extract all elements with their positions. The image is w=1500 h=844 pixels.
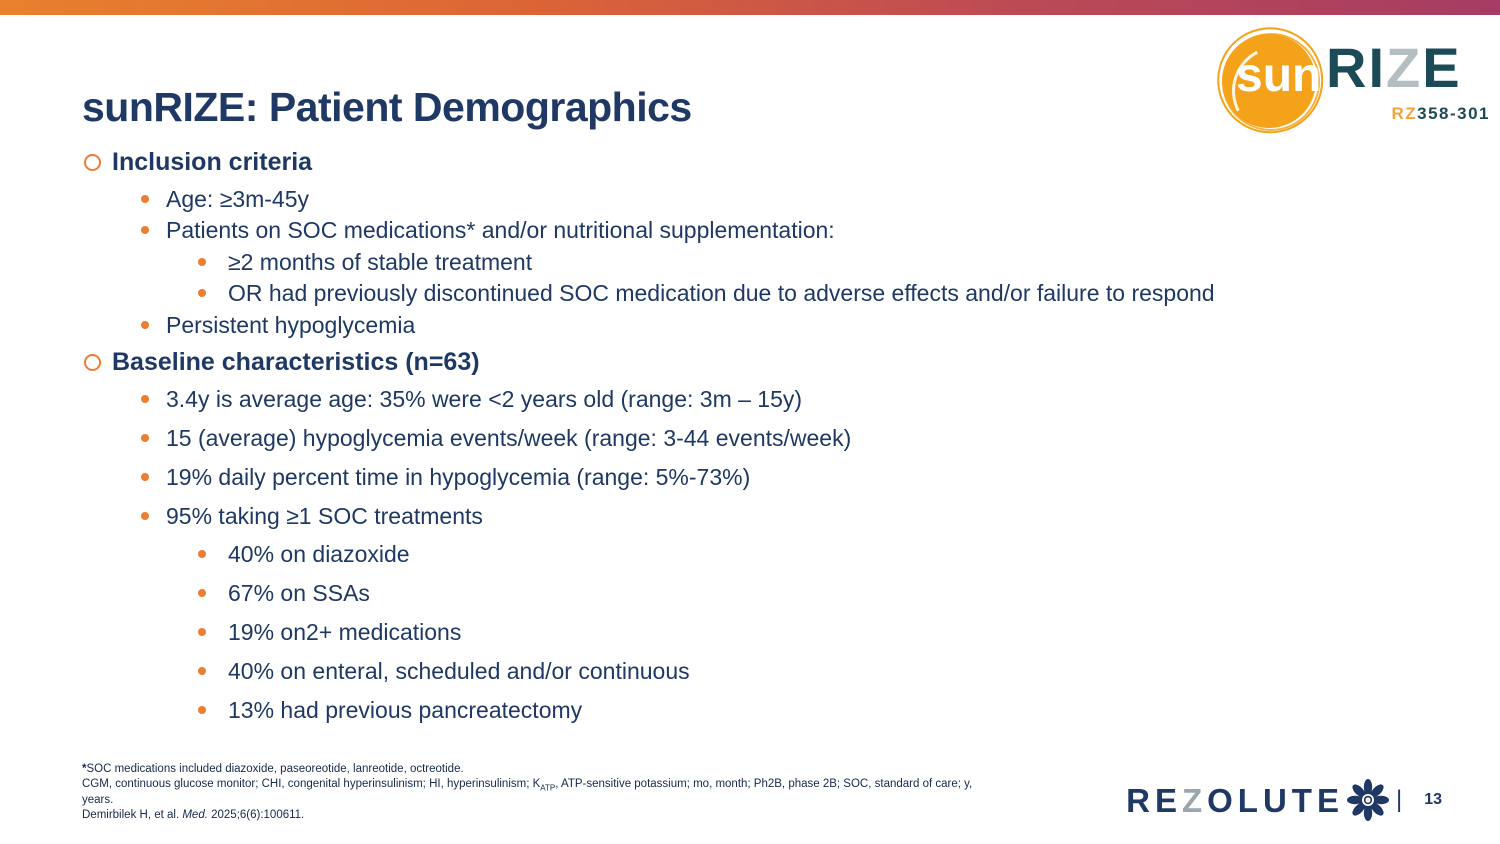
- footnote-katp-subscript: ATP: [540, 783, 556, 793]
- section-heading-row: Baseline characteristics (n=63): [0, 348, 1500, 377]
- list-item-text: 19% daily percent time in hypoglycemia (…: [166, 463, 751, 490]
- dot-bullet-icon: [141, 194, 149, 203]
- list-item: 67% on SSAs: [0, 580, 1500, 606]
- rize-letter-z: Z: [1386, 36, 1423, 99]
- list-item: 19% on2+ medications: [0, 619, 1500, 645]
- footer-separator: |: [1395, 786, 1403, 813]
- rezolute-letters-olute: OLUTE: [1207, 781, 1344, 819]
- list-item: Age: ≥3m-45y: [0, 186, 1500, 212]
- list-item: ≥2 months of stable treatment: [0, 249, 1500, 275]
- list-item: Persistent hypoglycemia: [0, 312, 1500, 338]
- list-item-text: 67% on SSAs: [228, 580, 370, 607]
- list-item: 19% daily percent time in hypoglycemia (…: [0, 464, 1500, 490]
- dot-bullet-icon: [141, 511, 149, 520]
- list-item: 40% on diazoxide: [0, 541, 1500, 567]
- footnote-citation: Demirbilek H, et al. Med. 2025;6(6):1006…: [82, 808, 982, 823]
- rize-letter-i: I: [1368, 36, 1387, 99]
- citation-authors: Demirbilek H, et al.: [82, 808, 183, 821]
- list-item-text: OR had previously discontinued SOC medic…: [228, 280, 1215, 307]
- study-code: RZ358-301: [1391, 104, 1490, 124]
- rezolute-letter-z: Z: [1181, 781, 1208, 819]
- list-item-text: 40% on diazoxide: [228, 541, 410, 568]
- list-item-text: Age: ≥3m-45y: [166, 185, 310, 212]
- page-title: sunRIZE: Patient Demographics: [82, 84, 692, 130]
- rezolute-logo: REZOLUTE | 13: [1126, 778, 1442, 822]
- list-item-text: Patients on SOC medications* and/or nutr…: [166, 217, 835, 244]
- section-heading: Inclusion criteria: [112, 148, 313, 176]
- list-item: 40% on enteral, scheduled and/or continu…: [0, 658, 1500, 684]
- footnote-line-1: *SOC medications included diazoxide, pas…: [82, 762, 982, 777]
- rezolute-flower-icon: [1346, 779, 1389, 821]
- sunrize-logo-sun-text: sun: [1236, 49, 1322, 102]
- dot-bullet-icon: [141, 433, 149, 442]
- open-circle-bullet-icon: [84, 154, 101, 171]
- list-item-text: 3.4y is average age: 35% were <2 years o…: [166, 385, 803, 412]
- list-item-text: 13% had previous pancreatectomy: [228, 697, 583, 724]
- list-item-text: 15 (average) hypoglycemia events/week (r…: [166, 424, 852, 451]
- footnote-asterisk: *: [82, 763, 87, 775]
- footnote-line-2-pre: CGM, continuous glucose monitor; CHI, co…: [82, 777, 541, 790]
- list-item-text: 40% on enteral, scheduled and/or continu…: [228, 658, 690, 685]
- list-item: 3.4y is average age: 35% were <2 years o…: [0, 386, 1500, 412]
- footnotes: *SOC medications included diazoxide, pas…: [82, 762, 982, 823]
- sunrize-logo: sun RIZE RZ358-301: [1216, 26, 1492, 148]
- dot-bullet-icon: [141, 394, 149, 403]
- list-item: Patients on SOC medications* and/or nutr…: [0, 217, 1500, 243]
- section-baseline-characteristics: Baseline characteristics (n=63) 3.4y is …: [0, 348, 1500, 724]
- list-item: 95% taking ≥1 SOC treatments: [0, 503, 1500, 529]
- rize-letter-r: R: [1326, 36, 1369, 99]
- list-item: 15 (average) hypoglycemia events/week (r…: [0, 425, 1500, 451]
- rize-letter-e: E: [1422, 36, 1462, 99]
- dot-bullet-icon: [198, 628, 206, 637]
- open-circle-bullet-icon: [84, 353, 101, 371]
- citation-details: 2025;6(6):100611.: [207, 808, 305, 821]
- dot-bullet-icon: [198, 706, 206, 715]
- list-item-text: 19% on2+ medications: [228, 619, 462, 646]
- footnote-line-2: CGM, continuous glucose monitor; CHI, co…: [82, 777, 982, 808]
- section-heading: Baseline characteristics (n=63): [112, 347, 480, 376]
- list-item-text: Persistent hypoglycemia: [166, 311, 416, 338]
- dot-bullet-icon: [141, 226, 149, 235]
- rezolute-letters-re: RE: [1126, 781, 1182, 819]
- sun-icon: [1220, 34, 1334, 148]
- dot-bullet-icon: [141, 320, 149, 329]
- list-item-text: 95% taking ≥1 SOC treatments: [166, 502, 483, 529]
- footnote-line-1-text: SOC medications included diazoxide, pase…: [86, 763, 464, 775]
- dot-bullet-icon: [141, 472, 149, 481]
- section-heading-row: Inclusion criteria: [0, 148, 1500, 177]
- list-item: 13% had previous pancreatectomy: [0, 697, 1500, 723]
- citation-journal: Med.: [182, 808, 208, 821]
- rezolute-wordmark: REZOLUTE: [1126, 784, 1344, 817]
- dot-bullet-icon: [198, 257, 206, 266]
- study-code-prefix: RZ: [1391, 104, 1418, 123]
- top-accent-bar: [0, 0, 1500, 15]
- dot-bullet-icon: [198, 589, 206, 598]
- study-code-number: 358-301: [1417, 104, 1490, 123]
- dot-bullet-icon: [198, 289, 206, 298]
- list-item: OR had previously discontinued SOC medic…: [0, 280, 1500, 306]
- section-inclusion-criteria: Inclusion criteria Age: ≥3m-45y Patients…: [0, 148, 1500, 338]
- slide-content: Inclusion criteria Age: ≥3m-45y Patients…: [0, 148, 1500, 736]
- dot-bullet-icon: [198, 667, 206, 676]
- sunrize-logo-rize-text: RIZE: [1326, 40, 1462, 96]
- footnote-line-2-post: , ATP-sensitive potassium; mo, month; Ph…: [82, 777, 973, 807]
- page-number: 13: [1424, 791, 1442, 808]
- dot-bullet-icon: [198, 550, 206, 559]
- list-item-text: ≥2 months of stable treatment: [228, 248, 533, 275]
